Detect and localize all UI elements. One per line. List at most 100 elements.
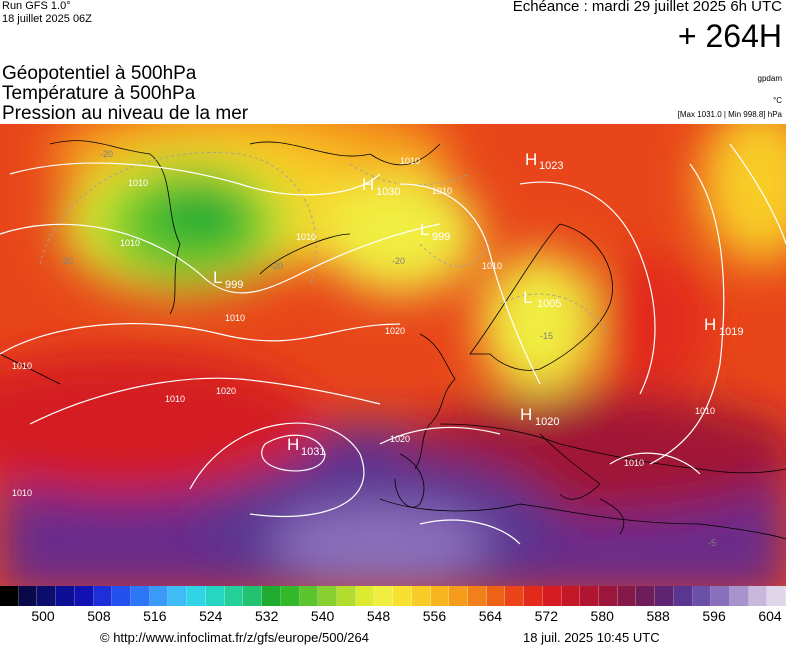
svg-text:999: 999: [225, 279, 243, 291]
colorbar-cell: [505, 586, 525, 606]
isobar-label: 1010: [400, 156, 420, 166]
svg-text:H: H: [525, 150, 537, 169]
pressure-centers: H 1023 H 1030 L 999 L 999 L 1005 H 1019: [213, 150, 743, 458]
pressure-range: [Max 1031.0 | Min 998.8] hPa: [677, 110, 782, 119]
svg-text:1023: 1023: [539, 160, 563, 172]
isobars: [0, 143, 786, 545]
svg-text:1030: 1030: [376, 186, 400, 198]
isobar-label: 1010: [120, 238, 140, 248]
colorbar-cell: [430, 586, 450, 606]
isobar-label: 1010: [482, 261, 502, 271]
svg-text:1031: 1031: [301, 446, 325, 458]
colorbar-cell: [673, 586, 693, 606]
pressure-center-high: H 1023: [525, 150, 563, 172]
isobar-label: 1010: [225, 313, 245, 323]
unit-temperature: °C: [773, 96, 782, 105]
colorbar-cell: [486, 586, 506, 606]
valid-time: Echéance : mardi 29 juillet 2025 6h UTC: [512, 0, 782, 15]
colorbar-cell: [168, 586, 188, 606]
svg-text:999: 999: [432, 231, 450, 243]
lead-time: + 264H: [677, 18, 782, 54]
pressure-center-low: L 1005: [523, 288, 561, 310]
temperature-label: -15: [540, 331, 553, 341]
isobar-label: 1010: [128, 178, 148, 188]
colorbar-tick-label: 588: [646, 608, 670, 624]
colorbar-tick-label: 556: [422, 608, 447, 624]
colorbar-cell: [580, 586, 599, 606]
colorbar-cell: [205, 586, 225, 606]
colorbar-cell: [393, 586, 412, 606]
colorbar-cell: [767, 586, 786, 606]
colorbar-cell: [561, 586, 581, 606]
colorbar-cell: [280, 586, 300, 606]
colorbar-cell: [74, 586, 94, 606]
colorbar-tick-label: 580: [590, 608, 614, 624]
colorbar-cell: [524, 586, 543, 606]
colorbar-tick-label: 500: [31, 608, 55, 624]
colorbar-cell: [149, 586, 169, 606]
pressure-center-low: L 999: [420, 220, 450, 243]
colorbar-cell: [187, 586, 206, 606]
colorbar-cell: [224, 586, 244, 606]
colorbar-cell: [449, 586, 468, 606]
colorbar-cell: [112, 586, 132, 606]
colorbar-cell: [37, 586, 57, 606]
colorbar-cell: [18, 586, 38, 606]
credit-url: © http://www.infoclimat.fr/z/gfs/europe/…: [100, 630, 369, 645]
colorbar-tick-label: 508: [87, 608, 111, 624]
colorbar-cell: [730, 586, 749, 606]
colorbar-cell: [636, 586, 656, 606]
svg-text:H: H: [704, 315, 716, 334]
colorbar-cell: [0, 586, 19, 606]
colorbar-ticks: 500 508 516 524 532 540 548 556 564 572 580 588 596 6…: [0, 608, 786, 628]
product-title-pressure: Pression au niveau de la mer: [2, 103, 249, 124]
temperature-label: -5: [708, 538, 716, 548]
temperature-labels: -20 -20 -20 -20 -15 -5: [60, 149, 716, 548]
temperature-label: -20: [392, 256, 405, 266]
temperature-label: -20: [60, 256, 73, 266]
unit-geopotential: gpdam: [757, 74, 782, 83]
colorbar-cell: [617, 586, 637, 606]
isobar-label: 1010: [695, 406, 715, 416]
colorbar-tick-label: 524: [199, 608, 223, 624]
temperature-label: -20: [270, 261, 283, 271]
geopotential-field: [0, 124, 786, 586]
colorbar-cell: [56, 586, 75, 606]
colorbar-cell: [711, 586, 731, 606]
colorbar-tick-label: 604: [758, 608, 782, 624]
isobar-label: 1010: [12, 488, 32, 498]
colorbar-cell: [336, 586, 356, 606]
svg-text:H: H: [287, 435, 299, 454]
weather-map: H 1023 H 1030 L 999 L 999 L 1005 H 1019: [0, 124, 786, 586]
svg-text:L: L: [213, 268, 222, 287]
isobar-label: 1010: [624, 458, 644, 468]
colorbar-cell: [411, 586, 431, 606]
colorbar-tick-label: 516: [143, 608, 167, 624]
colorbar: [0, 586, 786, 606]
pressure-center-low: L 999: [213, 268, 243, 291]
run-label: Run GFS 1.0°: [2, 0, 71, 12]
svg-text:1019: 1019: [719, 326, 743, 338]
colorbar-cell: [355, 586, 375, 606]
isobar-label: 1010: [165, 394, 185, 404]
isobar-label: 1010: [432, 186, 452, 196]
colorbar-cell: [299, 586, 319, 606]
colorbar-tick-label: 572: [534, 608, 558, 624]
isobar-label: 1020: [385, 326, 405, 336]
product-title-temperature: Température à 500hPa: [2, 83, 196, 104]
svg-text:1005: 1005: [537, 298, 561, 310]
product-title-geopotential: Géopotentiel à 500hPa: [2, 63, 197, 84]
colorbar-tick-label: 532: [255, 608, 279, 624]
colorbar-tick-label: 564: [478, 608, 503, 624]
pressure-center-high: H 1030: [362, 175, 400, 198]
colorbar-cell: [692, 586, 712, 606]
svg-text:1020: 1020: [535, 416, 559, 428]
colorbar-cell: [374, 586, 394, 606]
isobar-label: 1020: [216, 386, 236, 396]
svg-text:H: H: [520, 405, 532, 424]
svg-text:L: L: [420, 220, 429, 239]
colorbar-tick-label: 540: [310, 608, 335, 624]
isobar-labels: 1010 1010 1010 1010 1010 1010 1010 1010 …: [12, 156, 715, 498]
colorbar-tick-label: 548: [366, 608, 391, 624]
map-canvas: H 1023 H 1030 L 999 L 999 L 1005 H 1019: [0, 124, 786, 586]
